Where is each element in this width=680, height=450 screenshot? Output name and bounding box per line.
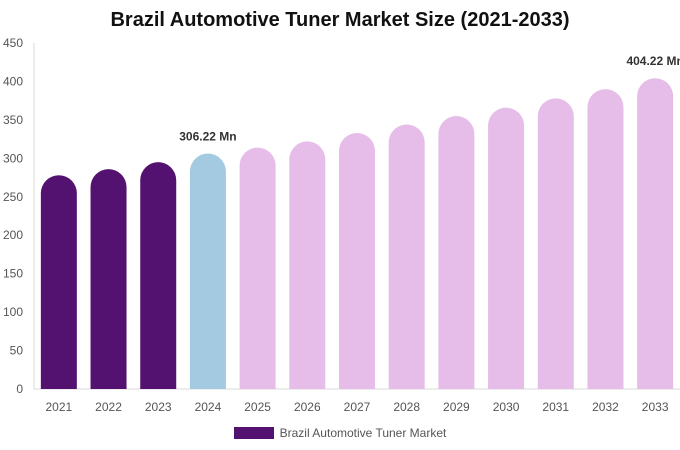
bar bbox=[239, 147, 276, 389]
y-tick-label: 450 bbox=[3, 36, 23, 50]
bar bbox=[40, 175, 77, 389]
y-tick-label: 200 bbox=[3, 228, 23, 242]
legend: Brazil Automotive Tuner Market bbox=[0, 426, 680, 440]
data-label: 306.22 Mn bbox=[179, 130, 236, 144]
bar bbox=[339, 132, 375, 389]
y-tick-label: 0 bbox=[16, 382, 23, 396]
chart-title: Brazil Automotive Tuner Market Size (202… bbox=[110, 9, 570, 31]
y-tick-label: 400 bbox=[3, 74, 23, 88]
y-tick-label: 150 bbox=[3, 267, 23, 281]
y-tick-label: 50 bbox=[10, 344, 24, 358]
x-tick-label: 2033 bbox=[642, 400, 669, 414]
x-tick-label: 2023 bbox=[145, 400, 172, 414]
bar bbox=[488, 107, 525, 390]
y-tick-label: 350 bbox=[3, 113, 23, 127]
x-tick-label: 2021 bbox=[45, 400, 72, 414]
bar bbox=[189, 153, 226, 389]
y-tick-label: 100 bbox=[3, 305, 23, 319]
bar bbox=[637, 78, 674, 389]
y-tick-label: 250 bbox=[3, 190, 23, 204]
x-tick-label: 2030 bbox=[493, 400, 520, 414]
x-tick-label: 2026 bbox=[294, 400, 321, 414]
bar bbox=[438, 116, 475, 390]
x-tick-label: 2024 bbox=[195, 400, 222, 414]
x-tick-label: 2031 bbox=[542, 400, 569, 414]
x-tick-label: 2022 bbox=[95, 400, 122, 414]
x-tick-label: 2032 bbox=[592, 400, 619, 414]
legend-swatch bbox=[233, 427, 274, 439]
x-tick-label: 2029 bbox=[443, 400, 470, 414]
x-tick-label: 2025 bbox=[244, 400, 271, 414]
bar bbox=[388, 124, 425, 389]
bar bbox=[90, 169, 127, 389]
x-tick-label: 2027 bbox=[344, 400, 371, 414]
bar bbox=[587, 89, 624, 389]
bar bbox=[140, 162, 177, 389]
x-tick-label: 2028 bbox=[393, 400, 420, 414]
data-label: 404.22 Mn bbox=[626, 54, 680, 68]
bar bbox=[289, 141, 326, 389]
y-tick-label: 300 bbox=[3, 151, 23, 165]
bar bbox=[537, 98, 574, 390]
legend-label[interactable]: Brazil Automotive Tuner Market bbox=[279, 426, 447, 440]
